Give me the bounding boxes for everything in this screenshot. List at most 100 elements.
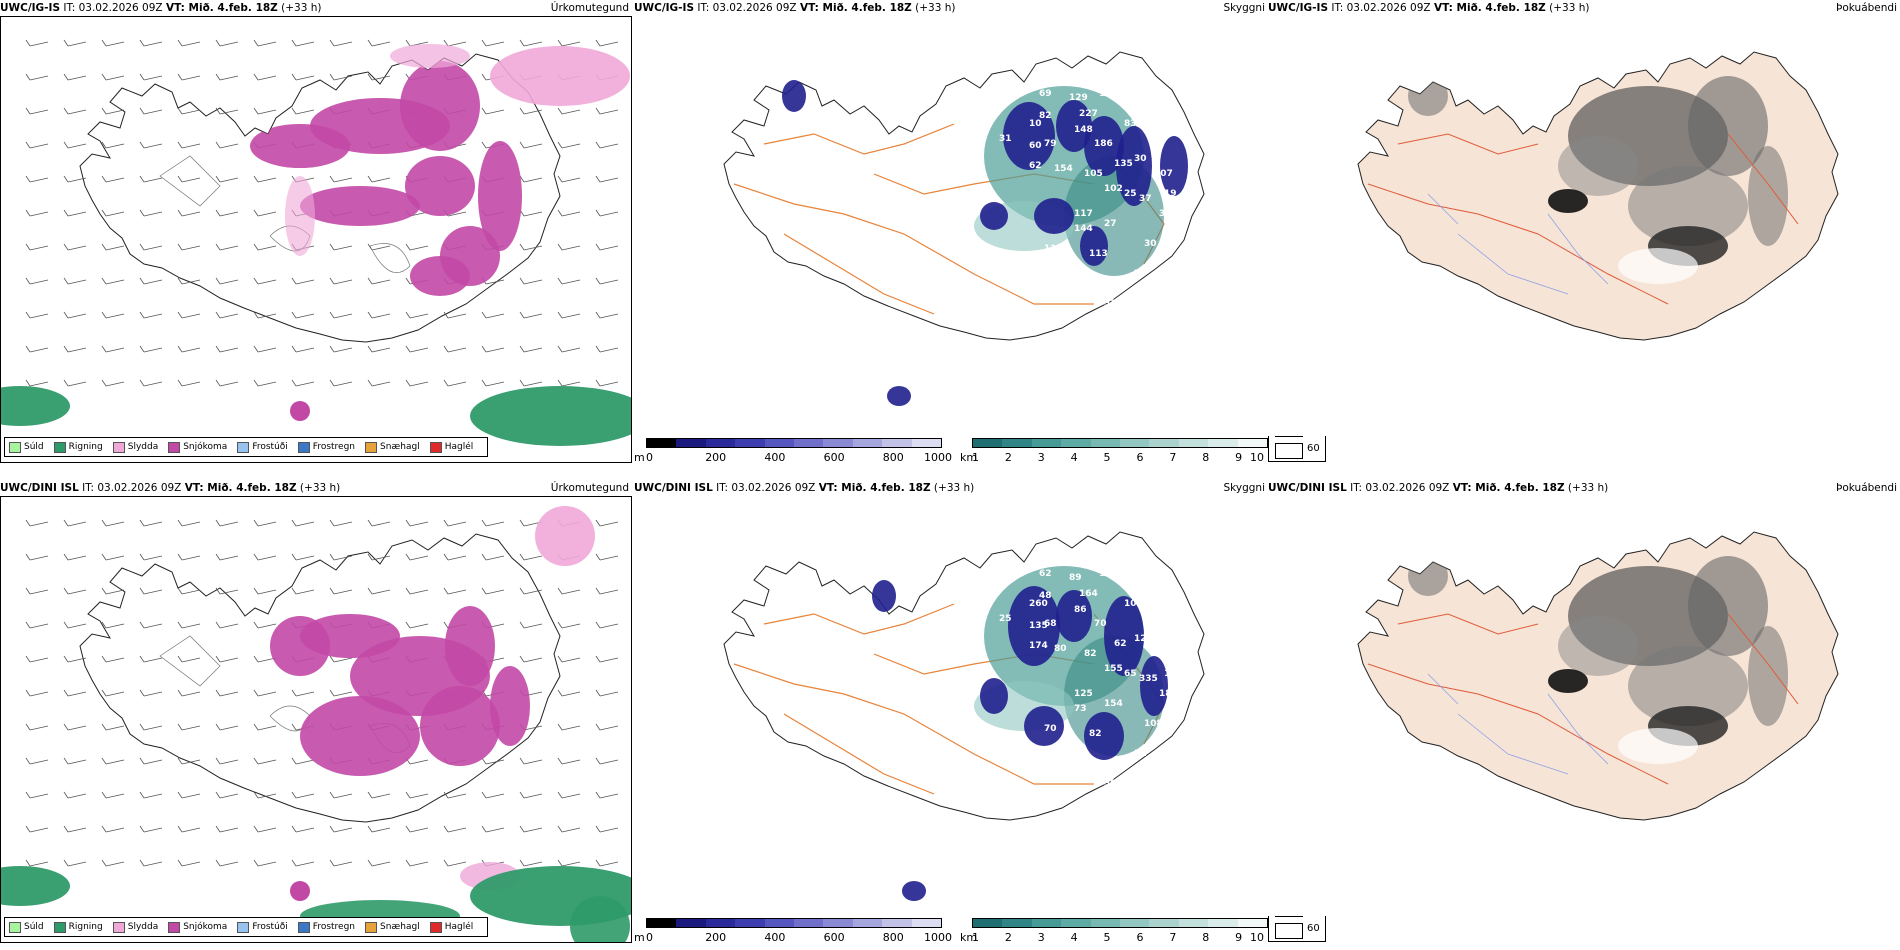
colorbar-cell bbox=[852, 919, 883, 927]
colorbar-cell bbox=[823, 919, 853, 927]
cloud-value-label: 78 bbox=[1134, 269, 1147, 279]
precip-panel-row2: UWC/DINI ISL IT: 03.02.2026 09Z VT: Mið.… bbox=[0, 480, 633, 950]
cloud-value-label: 27 bbox=[1104, 219, 1117, 229]
colorbar-tick: 8 bbox=[1202, 931, 1210, 944]
cloud-value-label: 89 bbox=[1069, 573, 1082, 583]
legend-label: Súld bbox=[24, 922, 44, 932]
visibility-colorbar: km 1 2 3 4 5 6 7 8 9 10 bbox=[960, 918, 1280, 948]
legend-item: Frostúði bbox=[237, 921, 288, 933]
cloud-value-label: 260 bbox=[1029, 599, 1048, 609]
legend-label: Frostregn bbox=[312, 922, 356, 932]
colorbar-cell bbox=[647, 439, 677, 447]
colorbar-tick: 800 bbox=[882, 931, 904, 944]
panel-header: UWC/IG-IS IT: 03.02.2026 09Z VT: Mið. 4.… bbox=[634, 2, 956, 14]
legend-label: Slydda bbox=[127, 442, 159, 452]
map-frame bbox=[0, 16, 632, 463]
colorbar-tick: 4 bbox=[1070, 931, 1078, 944]
cloud-value-label: 144 bbox=[1074, 224, 1093, 234]
legend-item: Slydda bbox=[112, 441, 159, 453]
legend-label: Rigning bbox=[68, 922, 103, 932]
colorbar-cell bbox=[1002, 439, 1032, 447]
legend-item: Snjókoma bbox=[168, 441, 228, 453]
colorbar-tick: 1 bbox=[972, 931, 979, 944]
colorbar-strip bbox=[646, 438, 942, 448]
cloud-value-label: 30 bbox=[1134, 154, 1147, 164]
colorbar-tick: 6 bbox=[1136, 931, 1144, 944]
cloud-value-label: 79 bbox=[1044, 139, 1057, 149]
legend-swatch bbox=[53, 441, 66, 453]
colorbar-cell bbox=[1061, 439, 1091, 447]
colorbar-cell bbox=[1090, 919, 1121, 927]
colorbar-tick: 9 bbox=[1235, 451, 1243, 464]
colorbar-tick: 1000 bbox=[924, 451, 952, 464]
colorbar-tick: 600 bbox=[823, 451, 845, 464]
cloud-value-label: 19 bbox=[1164, 189, 1177, 199]
colorbar-unit: m bbox=[634, 451, 645, 464]
colorbar-tick: 400 bbox=[764, 451, 786, 464]
legend-label: Snjókoma bbox=[183, 442, 228, 452]
colorbar-tick: 0 bbox=[646, 931, 653, 944]
cloud-value-label: 155 bbox=[1104, 664, 1123, 674]
colorbar-tick: 600 bbox=[823, 931, 845, 944]
fog-legend-label: 60 bbox=[1307, 443, 1320, 454]
colorbar-cell bbox=[735, 919, 765, 927]
cloudbase-colorbar: m 0 200 400 600 800 1000 bbox=[634, 918, 954, 948]
legend-swatch bbox=[297, 441, 310, 453]
colorbar-tick: 7 bbox=[1169, 451, 1177, 464]
cloud-value-label: 113 bbox=[1044, 244, 1063, 254]
legend-label: Frostregn bbox=[312, 442, 356, 452]
cloud-value-label: 51 bbox=[1134, 749, 1147, 759]
cloud-value-label: 125 bbox=[1074, 689, 1093, 699]
cloud-value-label: 103 bbox=[1124, 599, 1143, 609]
colorbar-strip bbox=[646, 918, 942, 928]
legend-label: Snjókoma bbox=[183, 922, 228, 932]
cloud-value-label: 143 bbox=[1014, 844, 1033, 854]
legend-item: Frostregn bbox=[297, 441, 356, 453]
colorbar-cell bbox=[1031, 439, 1062, 447]
colorbar-cell bbox=[705, 439, 736, 447]
colorbar-cell bbox=[973, 919, 1003, 927]
colorbar-cell bbox=[764, 919, 795, 927]
fog-legend-swatch bbox=[1275, 443, 1303, 459]
colorbar-cell bbox=[911, 439, 942, 447]
legend-swatch bbox=[237, 921, 250, 933]
colorbar-tick: 7 bbox=[1169, 931, 1177, 944]
colorbar-tick: 800 bbox=[882, 451, 904, 464]
cloud-value-label: 105 bbox=[1084, 169, 1103, 179]
cloud-value-label: 113 bbox=[1089, 249, 1108, 259]
colorbar-tick: 2 bbox=[1004, 931, 1012, 944]
cloud-value-label: 135 bbox=[1029, 621, 1048, 631]
panel-title: Úrkomutegund bbox=[550, 482, 629, 494]
cloud-value-label: 117 bbox=[1074, 209, 1093, 219]
cloud-value-label: 51 bbox=[1104, 299, 1117, 309]
visibility-colorbar: km 1 2 3 4 5 6 7 8 9 10 bbox=[960, 438, 1280, 468]
colorbar-cell bbox=[1031, 919, 1062, 927]
cloud-value-label: 154 bbox=[1054, 164, 1073, 174]
panel-title: Þokuábendi bbox=[1836, 482, 1897, 494]
map-frame bbox=[0, 496, 632, 943]
colorbar-cell bbox=[735, 439, 765, 447]
legend-swatch bbox=[365, 441, 378, 453]
cloud-value-label: 65 bbox=[1124, 669, 1137, 679]
panel-header: UWC/IG-IS IT: 03.02.2026 09Z VT: Mið. 4.… bbox=[1268, 2, 1590, 14]
cloud-value-label: 62 bbox=[1114, 639, 1127, 649]
legend-item: Slydda bbox=[112, 921, 158, 933]
legend-item: Snæhagl bbox=[365, 921, 420, 933]
colorbar-tick: 4 bbox=[1070, 451, 1078, 464]
legend-swatch bbox=[365, 921, 378, 933]
cloud-value-label: 180 bbox=[1159, 689, 1178, 699]
colorbar-cell bbox=[1208, 919, 1238, 927]
colorbar-cell bbox=[647, 919, 677, 927]
colorbar-tick: 1000 bbox=[924, 931, 952, 944]
colorbar-cell bbox=[1178, 439, 1209, 447]
legend-item: Rigning bbox=[53, 441, 103, 453]
panel-title: Þokuábendi bbox=[1836, 2, 1897, 14]
cloud-value-label: 68 bbox=[1044, 619, 1057, 629]
precip-legend: Súld Rigning Slydda Snjókoma Frostúði Frostre… bbox=[4, 437, 489, 457]
colorbar-unit: m bbox=[634, 931, 645, 944]
legend-swatch bbox=[429, 441, 442, 453]
legend-item: Súld bbox=[9, 921, 44, 933]
legend-swatch bbox=[112, 921, 125, 933]
cloud-value-label: 129 bbox=[1069, 93, 1088, 103]
cloud-value-label: 82 bbox=[1084, 649, 1097, 659]
